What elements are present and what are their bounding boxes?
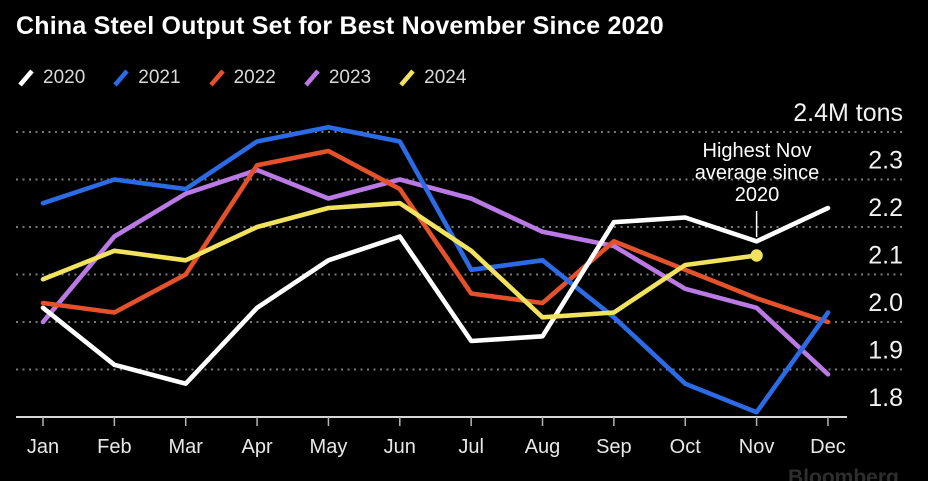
series-line-2024 — [40, 200, 759, 320]
series-line-2020 — [40, 205, 831, 387]
chart-title: China Steel Output Set for Best November… — [16, 12, 664, 40]
y-axis-label-2.1: 2.1 — [868, 242, 903, 270]
x-axis-label-Sep: Sep — [596, 436, 632, 458]
series-line-2023 — [40, 167, 831, 377]
series-line-2021 — [40, 124, 831, 415]
series-line-2022 — [40, 148, 831, 325]
x-axis-label-Jun: Jun — [384, 436, 416, 458]
legend: 2020 2021 2022 2023 2024 — [17, 67, 466, 89]
y-axis-label-2.0: 2.0 — [868, 289, 903, 317]
legend-label-2023: 2023 — [328, 67, 372, 88]
legend-label-2022: 2022 — [233, 67, 276, 88]
x-axis-label-Nov: Nov — [739, 436, 775, 458]
legend-label-2020: 2020 — [43, 67, 86, 88]
x-axis-label-Aug: Aug — [525, 436, 561, 458]
latest-point-marker-2024 — [750, 249, 763, 262]
x-axis-label-Dec: Dec — [810, 436, 846, 458]
annotation-line-3: 2020 — [734, 184, 780, 206]
legend-swatch-line-icon — [113, 69, 130, 87]
x-axis-label-Jul: Jul — [458, 436, 484, 458]
x-axis-label-Jan: Jan — [27, 436, 59, 458]
legend-swatch-line-icon — [208, 69, 225, 87]
x-axis-label-Feb: Feb — [97, 436, 131, 458]
y-axis-label-2.2: 2.2 — [868, 194, 903, 222]
legend-item-2024: 2024 — [398, 67, 466, 89]
legend-item-2023: 2023 — [303, 67, 371, 89]
legend-item-2022: 2022 — [208, 67, 276, 89]
annotation-line-2: average since — [694, 162, 820, 184]
annotation-line-1: Highest Nov — [702, 140, 812, 162]
x-axis-label-May: May — [310, 436, 348, 458]
legend-swatch-line-icon — [399, 69, 415, 87]
annotation-highest-nov: Highest Nov average since 2020 — [677, 140, 837, 206]
legend-label-2024: 2024 — [424, 67, 467, 88]
x-axis-label-Oct: Oct — [670, 436, 702, 458]
legend-swatch-line-icon — [304, 69, 320, 87]
y-axis-label-2.3: 2.3 — [868, 147, 903, 175]
y-axis-label-2.4M tons: 2.4M tons — [793, 99, 903, 127]
legend-swatch-line-icon — [18, 69, 34, 87]
x-axis-label-Mar: Mar — [168, 436, 203, 458]
legend-label-2021: 2021 — [138, 67, 181, 88]
y-axis-label-1.9: 1.9 — [868, 337, 903, 365]
y-axis-label-1.8: 1.8 — [868, 384, 903, 412]
legend-item-2020: 2020 — [17, 67, 85, 89]
source-watermark: Bloomberg — [788, 466, 899, 481]
legend-item-2021: 2021 — [112, 67, 181, 89]
x-axis-label-Apr: Apr — [242, 436, 273, 458]
